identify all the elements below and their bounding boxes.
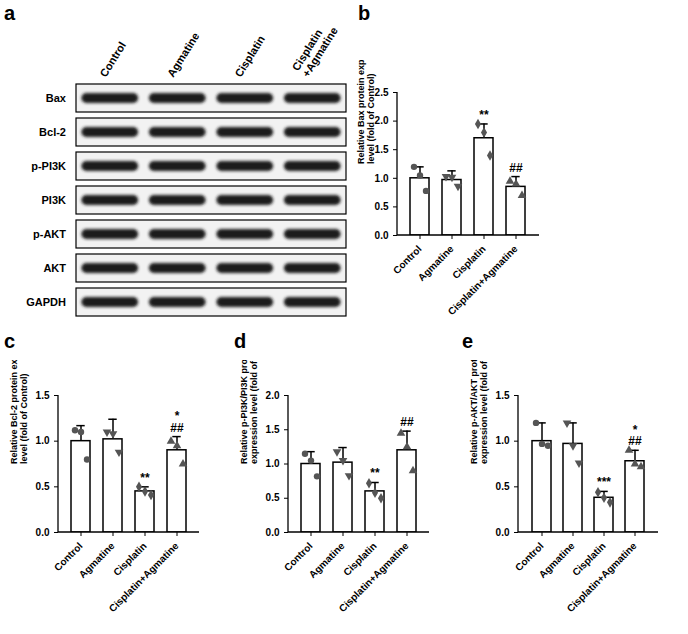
svg-text:Cisplatin+Agmatine: Cisplatin+Agmatine xyxy=(337,540,411,614)
svg-text:0.0: 0.0 xyxy=(266,527,280,538)
svg-text:***: *** xyxy=(597,475,611,489)
svg-text:Cisplatin+Agmatine: Cisplatin+Agmatine xyxy=(446,243,520,317)
svg-text:Control: Control xyxy=(281,540,315,574)
svg-text:0.5: 0.5 xyxy=(266,492,280,503)
svg-text:GAPDH: GAPDH xyxy=(26,296,66,308)
svg-text:Agmatine: Agmatine xyxy=(416,243,456,283)
html-text:e: e xyxy=(462,330,474,352)
svg-text:1.5: 1.5 xyxy=(36,390,50,401)
svg-text:2.0: 2.0 xyxy=(266,390,280,401)
svg-text:Control: Control xyxy=(390,243,424,277)
svg-text:p-PI3K: p-PI3K xyxy=(31,160,66,172)
svg-text:0.0: 0.0 xyxy=(375,230,389,241)
svg-text:*##: *## xyxy=(628,423,642,448)
svg-text:2.0: 2.0 xyxy=(375,115,389,126)
svg-text:**: ** xyxy=(370,466,380,480)
html-text:b: b xyxy=(358,2,371,24)
svg-text:Relative Bcl-2 protein express: Relative Bcl-2 protein expressionlevel (… xyxy=(9,360,29,464)
svg-text:Relative Bax protein expressio: Relative Bax protein expressionlevel (fo… xyxy=(356,60,376,164)
svg-text:1.0: 1.0 xyxy=(496,435,510,446)
svg-text:Control: Control xyxy=(51,540,85,574)
svg-text:2.5: 2.5 xyxy=(375,87,389,98)
svg-text:##: ## xyxy=(400,415,414,429)
svg-text:PI3K: PI3K xyxy=(42,194,67,206)
svg-text:Cisplatin+Agmatine: Cisplatin+Agmatine xyxy=(565,540,639,614)
svg-text:0.0: 0.0 xyxy=(36,527,50,538)
svg-text:AKT: AKT xyxy=(43,262,66,274)
svg-text:1.5: 1.5 xyxy=(375,144,389,155)
svg-text:Agmatine: Agmatine xyxy=(307,540,347,580)
svg-text:0.5: 0.5 xyxy=(36,481,50,492)
svg-text:Agmatine: Agmatine xyxy=(165,30,202,79)
svg-text:Cisplatin: Cisplatin xyxy=(232,33,267,79)
svg-text:p-AKT: p-AKT xyxy=(33,228,66,240)
svg-text:Control: Control xyxy=(512,540,546,574)
html-text:d: d xyxy=(234,330,247,352)
svg-text:**: ** xyxy=(479,108,489,122)
svg-text:0.5: 0.5 xyxy=(375,201,389,212)
html-text:a: a xyxy=(4,2,16,24)
svg-text:Relative p-AKT/AKT proteinexpr: Relative p-AKT/AKT proteinexpression lev… xyxy=(469,360,489,464)
svg-text:1.5: 1.5 xyxy=(496,390,510,401)
svg-text:Bax: Bax xyxy=(46,92,67,104)
svg-text:**: ** xyxy=(140,471,150,485)
svg-text:Control: Control xyxy=(97,40,128,80)
svg-text:Cisplatin+Agmatine: Cisplatin+Agmatine xyxy=(290,18,340,79)
svg-text:1.5: 1.5 xyxy=(266,424,280,435)
svg-text:0.0: 0.0 xyxy=(496,527,510,538)
svg-text:Cisplatin+Agmatine: Cisplatin+Agmatine xyxy=(107,540,181,614)
svg-text:*##: *## xyxy=(170,409,184,434)
html-text:c: c xyxy=(4,330,16,352)
svg-text:Agmatine: Agmatine xyxy=(77,540,117,580)
svg-text:Bcl-2: Bcl-2 xyxy=(39,126,66,138)
svg-text:1.0: 1.0 xyxy=(36,435,50,446)
svg-text:##: ## xyxy=(509,161,523,175)
svg-text:Relative p-PI3K/PI3K proteinex: Relative p-PI3K/PI3K proteinexpression l… xyxy=(239,360,259,464)
svg-text:1.0: 1.0 xyxy=(375,173,389,184)
svg-text:Agmatine: Agmatine xyxy=(537,540,577,580)
svg-text:0.5: 0.5 xyxy=(496,481,510,492)
svg-text:1.0: 1.0 xyxy=(266,458,280,469)
